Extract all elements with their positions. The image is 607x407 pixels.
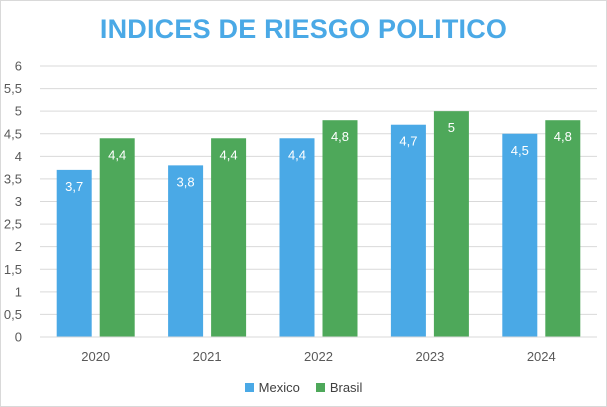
- data-label: 5: [448, 120, 455, 135]
- data-label: 4,4: [220, 147, 238, 162]
- x-tick-label: 2021: [193, 349, 222, 364]
- bar-brasil-2024: [545, 120, 581, 337]
- data-label: 4,5: [511, 143, 529, 158]
- y-tick-label: 2: [15, 239, 22, 254]
- data-label: 4,4: [288, 147, 306, 162]
- y-tick-label: 3: [15, 194, 22, 209]
- legend: Mexico Brasil: [0, 380, 607, 395]
- bar-brasil-2020: [99, 138, 135, 337]
- data-label: 4,4: [108, 147, 126, 162]
- x-tick-label: 2022: [304, 349, 333, 364]
- x-tick-label: 2024: [527, 349, 556, 364]
- data-label: 4,8: [331, 129, 349, 144]
- x-tick-label: 2023: [415, 349, 444, 364]
- legend-item-brasil: Brasil: [315, 380, 363, 395]
- bar-mexico-2022: [279, 138, 315, 337]
- bar-brasil-2023: [433, 111, 469, 338]
- data-label: 4,8: [554, 129, 572, 144]
- y-tick-label: 0,5: [4, 307, 22, 322]
- data-label: 4,7: [399, 134, 417, 149]
- y-tick-label: 3,5: [4, 171, 22, 186]
- y-tick-label: 1,5: [4, 262, 22, 277]
- legend-label-mexico: Mexico: [258, 380, 300, 395]
- bar-mexico-2021: [168, 165, 204, 337]
- legend-swatch-mexico: [244, 383, 254, 392]
- legend-item-mexico: Mexico: [244, 380, 300, 395]
- bar-brasil-2021: [211, 138, 247, 337]
- chart-title: INDICES DE RIESGO POLITICO: [99, 14, 508, 44]
- legend-label-brasil: Brasil: [329, 380, 363, 395]
- bar-mexico-2024: [502, 133, 538, 337]
- y-tick-label: 6: [15, 59, 22, 74]
- x-tick-label: 2020: [81, 349, 110, 364]
- y-tick-label: 1: [15, 284, 22, 299]
- y-tick-label: 5: [15, 104, 22, 119]
- bar-mexico-2023: [390, 124, 426, 337]
- data-label: 3,7: [65, 179, 83, 194]
- legend-swatch-brasil: [315, 383, 325, 392]
- y-tick-label: 0: [15, 330, 22, 345]
- y-tick-label: 4: [15, 149, 22, 164]
- y-tick-label: 4,5: [4, 126, 22, 141]
- y-tick-label: 2,5: [4, 217, 22, 232]
- data-label: 3,8: [177, 174, 195, 189]
- bar-mexico-2020: [56, 169, 92, 337]
- y-tick-label: 5,5: [4, 81, 22, 96]
- bar-brasil-2022: [322, 120, 358, 337]
